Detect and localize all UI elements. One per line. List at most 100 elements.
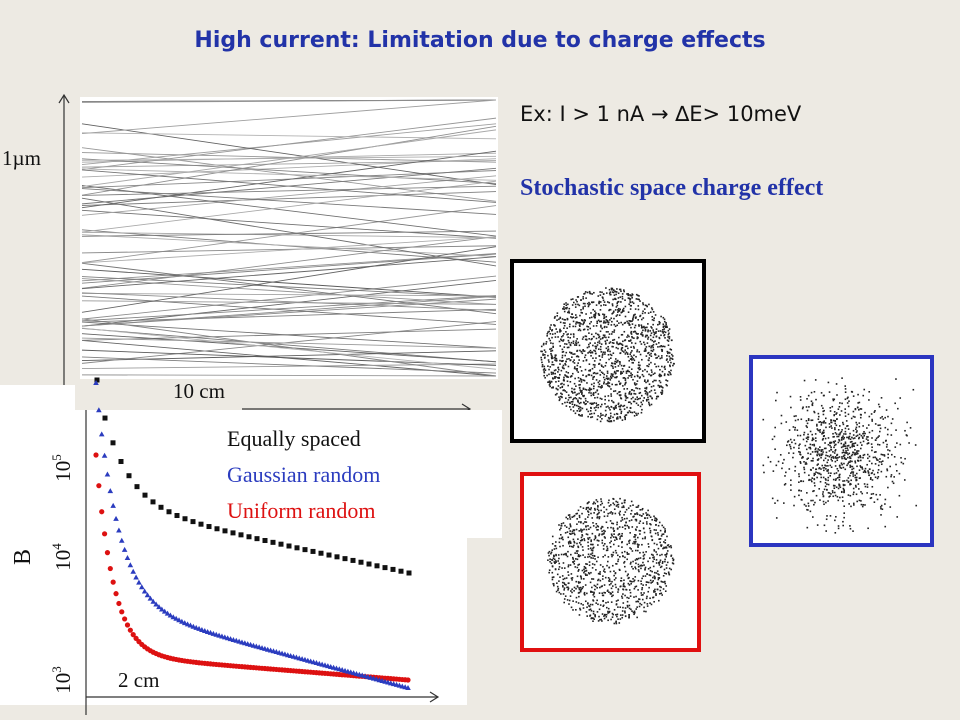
beam-particle-dot: [802, 406, 804, 409]
beam-particle-dot: [606, 547, 609, 550]
beam-particle-dot: [599, 564, 602, 566]
y-tick-1e4-base: 10: [51, 550, 75, 571]
beam-particle-dot: [623, 290, 625, 293]
beam-particle-dot: [562, 333, 565, 335]
beam-particle-dot: [650, 553, 653, 556]
beam-particle-dot: [618, 622, 621, 624]
beam-particle-dot: [595, 345, 598, 348]
beam-particle-dot: [649, 531, 652, 534]
particle-track: [81, 180, 497, 233]
particle-track: [81, 374, 497, 377]
beam-particle-dot: [619, 569, 621, 571]
beam-particle-dot: [854, 449, 856, 451]
plot-x-scale-label: 2 cm: [118, 668, 159, 692]
beam-particle-dot: [659, 538, 661, 540]
beam-particle-dot: [603, 382, 605, 385]
beam-particle-dot: [864, 467, 867, 470]
beam-particle-dot: [799, 462, 802, 464]
beam-particle-dot: [580, 390, 583, 393]
beam-particle-dot: [815, 398, 817, 401]
beam-particle-dot: [634, 542, 636, 545]
beam-particle-dot: [600, 412, 602, 415]
beam-particle-dot: [561, 567, 563, 569]
beam-particle-dot: [857, 456, 860, 459]
beam-particle-dot: [622, 340, 624, 343]
beam-particle-dot: [653, 550, 656, 552]
beam-particle-dot: [623, 501, 626, 504]
beam-particle-dot: [844, 451, 846, 454]
beam-particle-dot: [639, 533, 641, 535]
beam-particle-dot: [570, 375, 573, 377]
beam-particle-dot: [617, 599, 619, 602]
beam-particle-dot: [658, 561, 660, 564]
beam-particle-dot: [614, 405, 617, 408]
beam-particle-dot: [816, 425, 818, 427]
beam-particle-dot: [775, 399, 777, 402]
beam-particle-dot: [798, 489, 801, 492]
slide-title: High current: Limitation due to charge e…: [194, 28, 766, 53]
beam-particle-dot: [612, 551, 615, 554]
beam-particle-dot: [637, 557, 640, 560]
beam-particle-dot: [608, 610, 611, 613]
beam-particle-dot: [618, 343, 621, 345]
beam-spot-uniform-random: [520, 472, 701, 652]
marker-equally-spaced: [390, 566, 396, 572]
beam-particle-dot: [588, 304, 590, 306]
beam-particle-dot: [824, 481, 827, 484]
beam-particle-dot: [830, 425, 833, 427]
beam-particle-dot: [610, 333, 613, 335]
beam-particle-dot: [772, 470, 775, 472]
beam-particle-dot: [815, 494, 818, 497]
beam-particle-dot: [571, 530, 574, 533]
tracks-y-arrowhead: [58, 93, 70, 104]
beam-particle-dot: [554, 545, 557, 547]
marker-equally-spaced: [366, 561, 372, 567]
beam-particle-dot: [594, 536, 597, 539]
beam-particle-dot: [822, 429, 825, 432]
beam-particle-dot: [588, 508, 591, 510]
beam-particle-dot: [603, 529, 605, 532]
beam-particle-dot: [582, 307, 584, 310]
beam-particle-dot: [599, 618, 601, 621]
beam-particle-dot: [610, 373, 613, 375]
beam-particle-dot: [660, 545, 663, 547]
beam-particle-dot: [629, 294, 632, 297]
beam-particle-dot: [569, 343, 572, 346]
beam-particle-dot: [598, 335, 601, 338]
beam-particle-dot: [835, 412, 838, 414]
beam-particle-dot: [648, 574, 651, 576]
beam-particle-dot: [886, 443, 888, 446]
beam-particle-dot: [666, 561, 669, 564]
beam-particle-dot: [626, 517, 628, 520]
beam-particle-dot: [568, 396, 571, 399]
beam-particle-dot: [819, 421, 822, 423]
svg-text:105: 105: [49, 454, 75, 482]
beam-particle-dot: [548, 330, 550, 333]
beam-particle-dot: [807, 438, 809, 441]
beam-particle-dot: [667, 333, 670, 336]
beam-particle-dot: [657, 524, 660, 527]
beam-spot-equally-spaced: [510, 259, 706, 443]
beam-particle-dot: [651, 327, 653, 329]
beam-particle-dot: [576, 523, 578, 525]
beam-particle-dot: [607, 501, 610, 504]
beam-particle-dot: [623, 408, 626, 410]
marker-gaussian-random: [161, 608, 168, 614]
beam-particle-dot: [624, 570, 627, 573]
beam-particle-dot: [668, 351, 670, 354]
beam-particle-dot: [670, 339, 673, 342]
beam-particle-dot: [792, 426, 795, 428]
beam-particle-dot: [648, 357, 651, 359]
beam-particle-dot: [617, 343, 620, 346]
beam-particle-dot: [808, 478, 811, 481]
beam-particle-dot: [584, 302, 586, 305]
beam-particle-dot: [648, 363, 650, 366]
beam-particle-dot: [868, 474, 871, 477]
beam-particle-dot: [652, 331, 655, 333]
beam-particle-dot: [617, 347, 619, 350]
beam-particle-dot: [641, 508, 643, 511]
beam-particle-dot: [867, 439, 869, 442]
beam-particle-dot: [825, 468, 827, 470]
beam-particle-dot: [811, 480, 813, 483]
